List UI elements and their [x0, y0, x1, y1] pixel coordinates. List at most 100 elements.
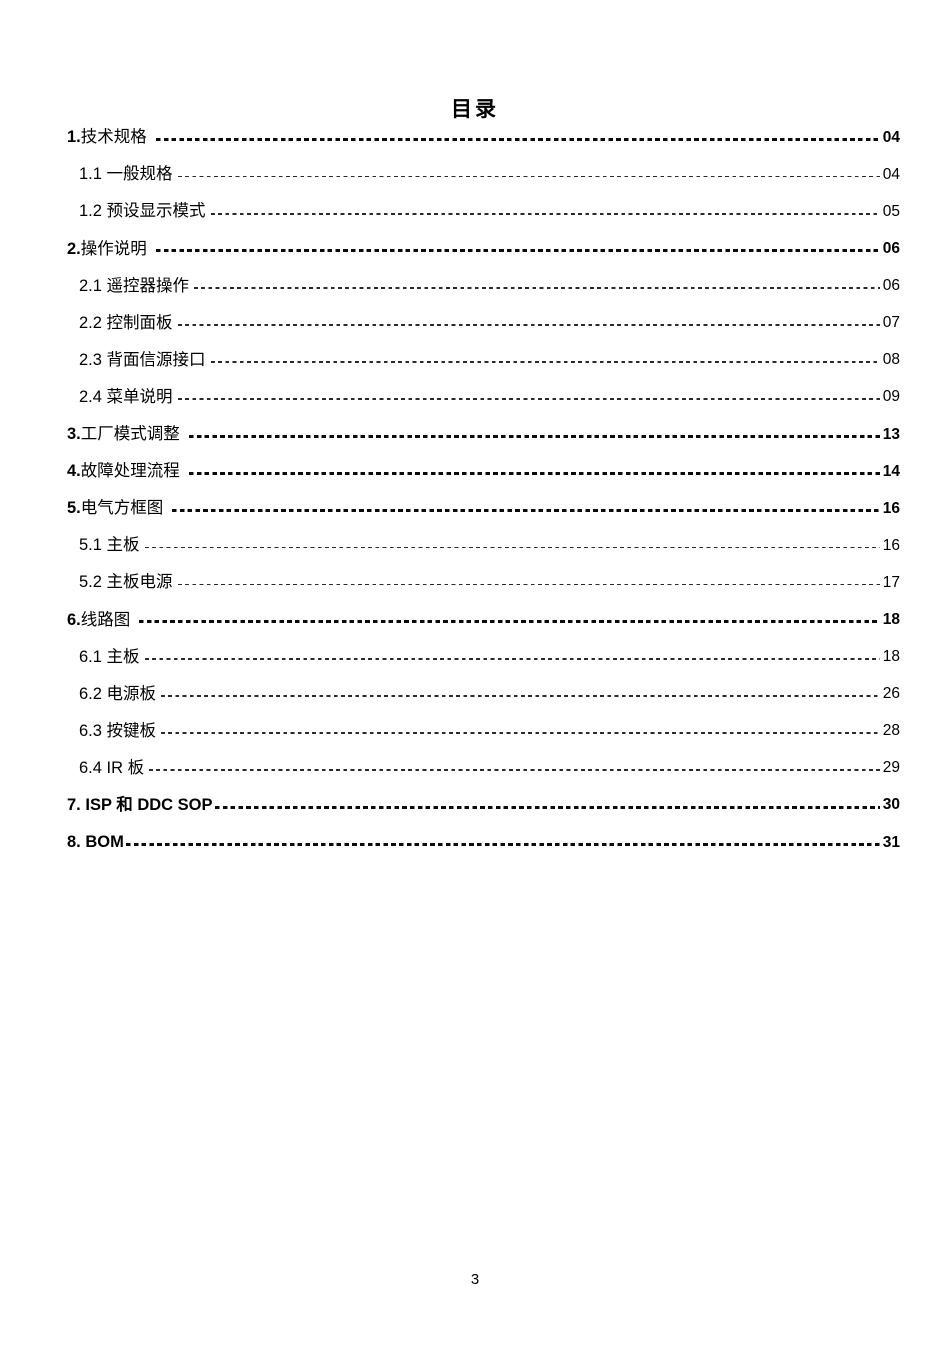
toc-entry-page-number: 16: [882, 536, 900, 554]
toc-entry-number: 2.4: [79, 387, 107, 406]
toc-entry-number: 2.2: [79, 313, 107, 332]
toc-entry: 3.工厂模式调整 13: [67, 416, 900, 453]
toc-dash-leader: [139, 620, 880, 624]
toc-dash-leader: [214, 805, 880, 809]
toc-entry-page-number: 31: [882, 833, 900, 851]
toc-entry-text: 操作说明: [80, 239, 147, 258]
toc-entry-number: 8.: [67, 833, 86, 852]
toc-entry-label: 1.1 一般规格: [79, 166, 173, 183]
toc-entry-number: 2.1: [79, 276, 107, 295]
toc-dash-leader: [177, 583, 880, 586]
toc-dash-leader: [188, 471, 880, 475]
toc-entry-page-number: 30: [882, 796, 900, 814]
toc-entry-text: 菜单说明: [106, 387, 173, 406]
toc-entry: 2.1 遥控器操作 06: [67, 267, 900, 304]
toc-dash-leader: [144, 658, 880, 660]
toc-entry-page-number: 06: [882, 277, 900, 295]
toc-entry-page-number: 06: [882, 240, 900, 258]
toc-entry: 6.3 按键板 28: [67, 713, 900, 750]
toc-entry-page-number: 04: [882, 165, 900, 183]
toc-entry-number: 5.2: [79, 573, 107, 592]
toc-entry-label: 1.2 预设显示模式: [79, 203, 206, 220]
toc-entry-text: 工厂模式调整: [80, 425, 180, 444]
toc-entry: 5.2 主板电源 17: [67, 564, 900, 601]
toc-dash-leader: [161, 695, 880, 697]
toc-entry-label: 6.3 按键板: [79, 723, 156, 740]
toc-entry-page-number: 07: [882, 314, 900, 332]
toc-entry-text: 主板: [106, 536, 140, 555]
toc-entry-number: 6.1: [79, 647, 107, 666]
toc-entry-label: 5.电气方框图: [67, 500, 163, 517]
toc-entry-number: 3.: [67, 425, 81, 444]
toc-entry-label: 8. BOM: [67, 834, 124, 851]
toc-dash-leader: [149, 769, 880, 771]
toc-entry-number: 4.: [67, 462, 81, 481]
toc-entry-number: 1.1: [79, 165, 107, 184]
toc-entry-page-number: 28: [882, 722, 900, 740]
toc-entry-label: 2.操作说明: [67, 239, 147, 258]
toc-entry-number: 6.: [67, 610, 81, 629]
toc-dash-leader: [155, 249, 880, 253]
toc-entry-number: 5.: [67, 499, 81, 518]
toc-entry-number: 2.3: [79, 350, 107, 369]
toc-entry: 6.2 电源板 26: [67, 675, 900, 712]
toc-dash-leader: [177, 175, 880, 178]
toc-entry-label: 6.1 主板: [79, 647, 140, 666]
toc-dash-leader: [177, 324, 880, 326]
toc-entry-text: 控制面板: [106, 313, 173, 332]
toc-entry-label: 3.工厂模式调整: [67, 426, 180, 443]
toc-entry: 4.故障处理流程 14: [67, 453, 900, 490]
toc-dash-leader: [194, 287, 880, 289]
toc-entry-page-number: 29: [882, 759, 900, 777]
toc-entry-label: 5.2 主板电源: [79, 574, 173, 591]
toc-entry-text: 电源板: [106, 684, 157, 703]
toc-entry-page-number: 18: [882, 611, 900, 629]
toc-entry-label: 2.2 控制面板: [79, 315, 173, 332]
toc-entry-page-number: 08: [882, 351, 900, 369]
toc-dash-leader: [172, 509, 880, 512]
toc-dash-leader: [155, 138, 880, 141]
toc-dash-leader: [188, 434, 880, 438]
toc-entry-label: 4.故障处理流程: [67, 463, 180, 480]
toc-entry-label: 6.4 IR 板: [79, 760, 144, 777]
toc-entry-text: 背面信源接口: [106, 350, 206, 369]
toc-title: 目录: [451, 96, 499, 121]
toc-entry-label: 5.1 主板: [79, 537, 140, 554]
toc-entry-text: 按键板: [106, 721, 157, 740]
toc-entry-number: 1.2: [79, 202, 107, 221]
toc-entry-text: 一般规格: [106, 165, 173, 184]
toc-entry: 7. ISP 和 DDC SOP 30: [67, 787, 900, 824]
toc-entry: 2.4 菜单说明 09: [67, 379, 900, 416]
toc-entry: 2.3 背面信源接口 08: [67, 342, 900, 379]
toc-dash-leader: [161, 732, 880, 734]
toc-entry-page-number: 18: [882, 648, 900, 666]
toc-entry-number: 7.: [67, 795, 86, 814]
toc-entry-label: 2.3 背面信源接口: [79, 352, 206, 369]
toc-entry-label: 7. ISP 和 DDC SOP: [67, 797, 213, 814]
toc-entry-page-number: 13: [882, 425, 900, 443]
toc-dash-leader: [144, 546, 880, 549]
toc-entry-number: 6.3: [79, 721, 107, 740]
toc-dash-leader: [125, 842, 880, 846]
toc-entry-text: 遥控器操作: [106, 276, 190, 295]
toc-dash-leader: [210, 212, 880, 215]
toc-entry-number: 2.: [67, 239, 81, 258]
toc-entry: 5.1 主板 16: [67, 527, 900, 564]
toc-entry-text: 线路图: [80, 610, 131, 629]
toc-entry-page-number: 04: [882, 128, 900, 146]
toc-entry-label: 6.线路图: [67, 610, 131, 629]
toc-entry-page-number: 09: [882, 388, 900, 406]
toc-entry: 2.2 控制面板 07: [67, 304, 900, 341]
toc-entry: 1.技术规格 04: [67, 119, 900, 156]
toc-entry-number: 1.: [67, 128, 81, 147]
toc-entry-text: ISP 和 DDC SOP: [85, 795, 213, 814]
footer-page-number: 3: [470, 1271, 480, 1288]
toc-entry-text: 预设显示模式: [106, 202, 206, 221]
toc-entry-text: 故障处理流程: [80, 462, 180, 481]
toc-entry-page-number: 16: [882, 499, 900, 517]
toc-entry-page-number: 17: [882, 573, 900, 591]
toc-entry: 1.2 预设显示模式 05: [67, 193, 900, 230]
toc-entry-label: 1.技术规格: [67, 129, 147, 146]
toc-list: 1.技术规格 04 1.1 一般规格 04 1.2 预设显示模式 05 2.操作…: [67, 119, 900, 861]
toc-entry: 8. BOM 31: [67, 824, 900, 861]
